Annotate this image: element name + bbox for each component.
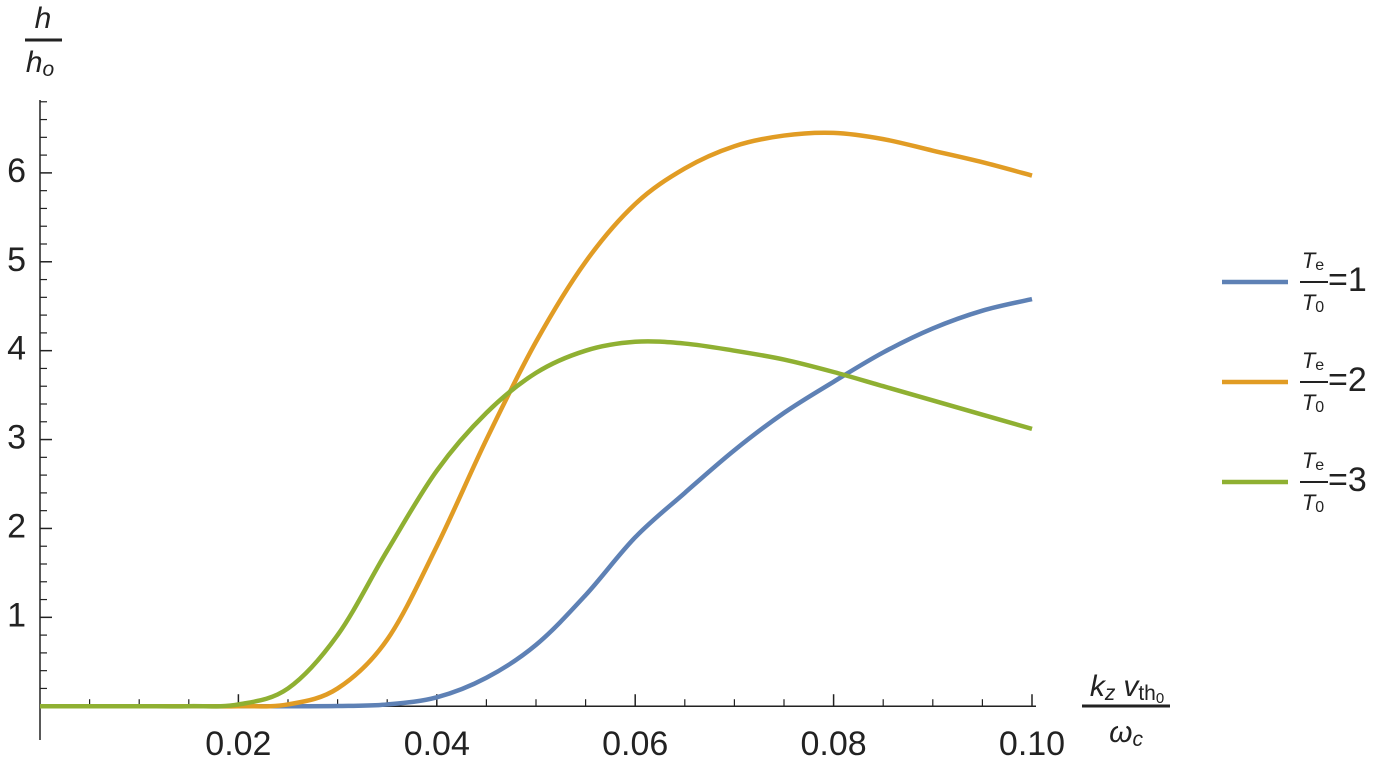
x-tick-label: 0.04 — [404, 725, 470, 763]
legend-num: Te — [1302, 448, 1324, 474]
x-axis-label: kz vth0 ωc — [1082, 670, 1170, 751]
x-label-omega-sub: c — [1132, 728, 1143, 751]
legend-den-sub: 0 — [1315, 399, 1324, 416]
y-label-den-main: h — [26, 46, 43, 79]
x-tick-label: 0.08 — [801, 725, 867, 763]
x-tick-label: 0.06 — [602, 725, 668, 763]
legend-den-main: T — [1302, 290, 1317, 315]
series-line — [40, 296, 1033, 709]
x-label-num: kz vth0 — [1090, 670, 1164, 707]
x-tick-label: 0.02 — [205, 725, 271, 763]
legend-label: =1 — [1328, 261, 1367, 299]
legend-num: Te — [1302, 248, 1324, 274]
legend-label: =3 — [1328, 461, 1367, 499]
legend-den-main: T — [1302, 390, 1317, 415]
series-line — [40, 339, 1033, 709]
legend-den: T0 — [1302, 290, 1324, 316]
x-label-k: k — [1090, 670, 1107, 703]
y-tick-label: 2 — [7, 507, 26, 545]
series-line — [40, 130, 1033, 709]
legend-num-sub: e — [1315, 457, 1324, 474]
legend-den: T0 — [1302, 490, 1324, 516]
y-tick-label: 6 — [7, 152, 26, 190]
x-tick-label: 0.10 — [999, 725, 1065, 763]
y-label-num: h — [35, 2, 52, 35]
x-label-k-sub: z — [1104, 682, 1116, 705]
legend-num-sub: e — [1315, 357, 1324, 374]
legend-den-main: T — [1302, 490, 1317, 515]
x-label-v-subsub: 0 — [1156, 690, 1164, 707]
x-label-v-sub: th — [1138, 682, 1156, 705]
x-label-den: ωc — [1109, 716, 1143, 751]
legend-den-sub: 0 — [1315, 499, 1324, 516]
y-tick-label: 3 — [7, 419, 26, 457]
y-label-den-sub: o — [43, 58, 55, 81]
legend-label: =2 — [1328, 361, 1367, 399]
legend-num-sub: e — [1315, 257, 1324, 274]
y-label-den: ho — [26, 46, 55, 81]
legend-den: T0 — [1302, 390, 1324, 416]
legend-num: Te — [1302, 348, 1324, 374]
legend-num-main: T — [1302, 348, 1317, 373]
y-tick-label: 1 — [7, 596, 26, 634]
y-tick-label: 5 — [7, 241, 26, 279]
y-axis-label: h ho — [25, 2, 62, 81]
legend-den-sub: 0 — [1315, 299, 1324, 316]
x-label-omega: ω — [1109, 716, 1132, 749]
legend-num-main: T — [1302, 448, 1317, 473]
legend-num-main: T — [1302, 248, 1317, 273]
x-label-v: v — [1123, 670, 1140, 703]
y-tick-label: 4 — [7, 330, 26, 368]
